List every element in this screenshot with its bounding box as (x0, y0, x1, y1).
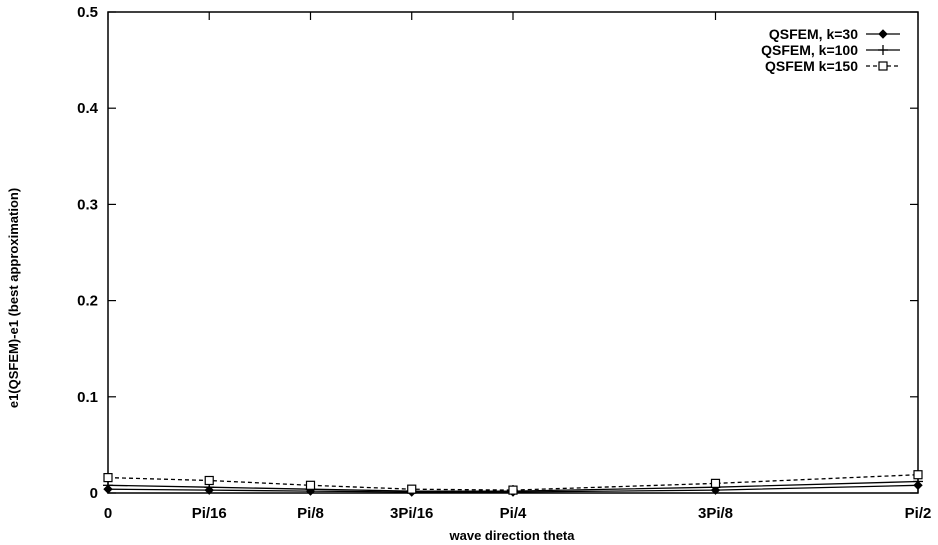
x-tick-label: Pi/2 (905, 505, 932, 522)
data-point-square (913, 470, 923, 480)
x-tick-label: 3Pi/16 (390, 505, 433, 522)
data-point-square (878, 61, 888, 71)
data-point-square (710, 478, 721, 488)
data-point-plus (878, 45, 888, 55)
plot-frame (107, 11, 919, 494)
data-point-diamond (878, 29, 888, 39)
x-tick-label: 3Pi/8 (698, 505, 733, 522)
axes (107, 11, 919, 494)
x-axis-title: wave direction theta (449, 528, 576, 543)
legend-label: QSFEM, k=100 (761, 42, 858, 58)
y-tick-label: 0.3 (77, 196, 98, 213)
data-point-square (407, 484, 417, 494)
ticks: 0 0.1 0.2 0.3 0.4 0.5 0 Pi/16 Pi/8 3Pi/16 Pi/4 3Pi/… (77, 4, 931, 522)
legend-entry-3: QSFEM k=150 (765, 58, 900, 74)
x-tick-label: Pi/4 (500, 505, 527, 522)
y-axis-title: e1(QSFEM)-e1 (best approximation) (6, 188, 21, 408)
y-tick-label: 0 (90, 485, 98, 502)
x-tick-label: Pi/16 (192, 505, 227, 522)
data-point-square (103, 473, 113, 483)
y-tick-label: 0.1 (77, 389, 98, 406)
data-point-square (508, 485, 518, 495)
y-tick-label: 0.2 (77, 293, 98, 310)
series-3 (103, 470, 923, 495)
y-tick-label: 0.4 (77, 100, 99, 117)
x-tick-label: Pi/8 (297, 505, 324, 522)
y-tick-label: 0.5 (77, 4, 98, 21)
x-tick-label: 0 (104, 505, 112, 522)
legend-entry-2: QSFEM, k=100 (761, 42, 900, 58)
legend-label: QSFEM k=150 (765, 58, 858, 74)
legend-entry-1: QSFEM, k=30 (769, 26, 900, 42)
series-lines (103, 470, 923, 497)
data-point-square (305, 480, 316, 490)
legend-label: QSFEM, k=30 (769, 26, 858, 42)
data-point-square (204, 475, 214, 486)
